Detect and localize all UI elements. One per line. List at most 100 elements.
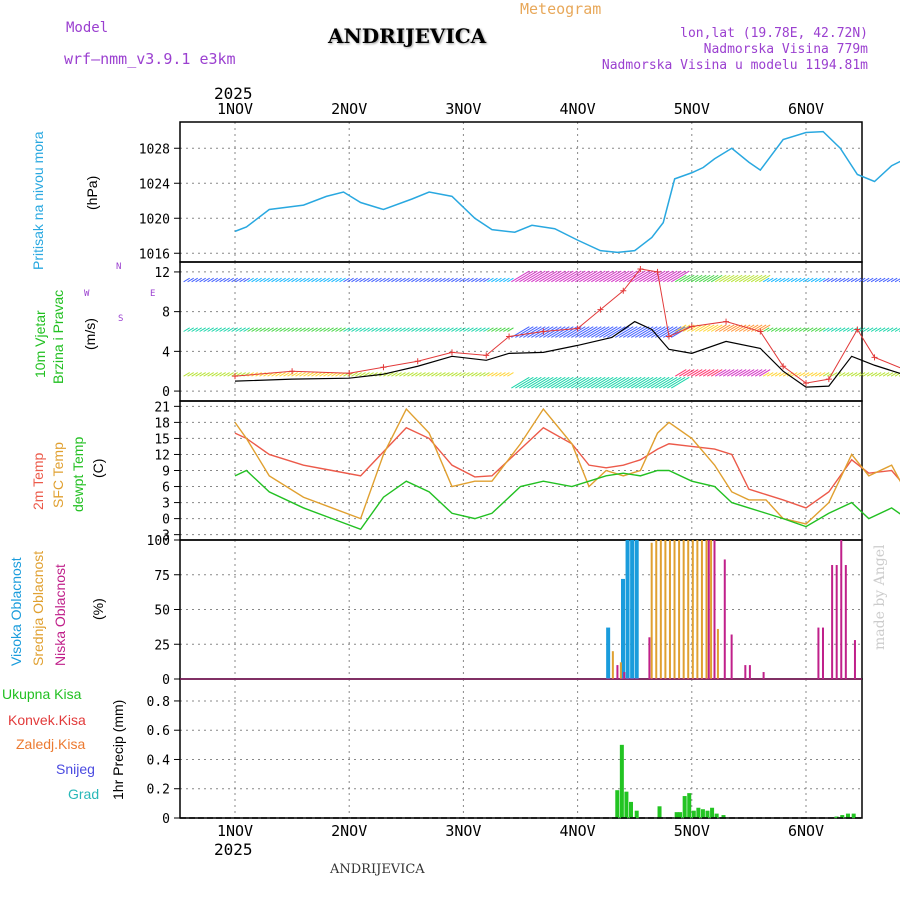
wind-barb <box>890 277 898 283</box>
wind-barb <box>459 372 466 377</box>
wind-barb <box>567 376 586 389</box>
wind-barb <box>770 327 778 332</box>
precip-bar <box>615 790 620 818</box>
wind-barb <box>263 277 270 283</box>
page-title: ANDRIJEVICA <box>328 24 487 48</box>
wind-barb <box>639 326 658 338</box>
gust-line <box>234 268 900 384</box>
wind-barb <box>694 324 707 332</box>
wind-barb <box>227 277 234 283</box>
wind-barb <box>543 270 562 283</box>
wind-barb <box>718 274 731 283</box>
wind-barb <box>211 277 218 283</box>
precip-bar <box>705 810 710 818</box>
wind-barb <box>794 327 802 332</box>
wind-barb <box>631 270 650 283</box>
wind-barb <box>647 376 666 389</box>
precip-label-4: Snijeg <box>56 761 95 777</box>
wind-barb <box>615 376 634 389</box>
wind-barb <box>327 327 334 332</box>
wind-barb <box>810 277 818 283</box>
wind-barb <box>383 277 390 283</box>
wind-barb <box>531 270 550 283</box>
wind-barb <box>435 277 442 283</box>
wind-barb <box>866 277 874 283</box>
wind-barb <box>854 372 862 377</box>
wind-barb <box>363 277 370 283</box>
cloud-bar <box>748 665 751 679</box>
wind-barb <box>519 376 538 389</box>
wind-barb <box>447 277 454 283</box>
precip-bar <box>714 813 719 818</box>
wind-barb <box>674 324 687 332</box>
wind-barb <box>587 326 606 338</box>
wind-barb <box>846 277 854 283</box>
precip-label-2: Konvek.Kisa <box>8 712 86 728</box>
wind-barb <box>191 277 198 283</box>
wind-barb <box>495 327 502 332</box>
wind-barb <box>706 324 719 332</box>
wind-barb <box>315 277 322 283</box>
wind-barb <box>571 270 590 283</box>
wind-barb <box>635 376 654 389</box>
y-tick-label: 75 <box>154 569 170 584</box>
wind-barb <box>722 369 735 377</box>
wind-barb <box>399 277 406 283</box>
wind-barb <box>647 270 666 283</box>
wind-barb <box>818 277 826 283</box>
wind-barb <box>850 277 858 283</box>
wind-barb <box>515 270 534 283</box>
wind-barb <box>515 376 534 389</box>
wind-barb <box>555 376 574 389</box>
wind-barb <box>423 277 430 283</box>
wind-barb <box>627 270 646 283</box>
wind-barb <box>199 372 206 377</box>
wind-barb <box>690 369 703 377</box>
wind-barb <box>527 270 546 283</box>
cloud-bar <box>707 540 710 679</box>
gust-marker <box>483 352 490 359</box>
wind-barb <box>866 372 874 377</box>
wind-barb <box>419 372 426 377</box>
wind-barb <box>427 372 434 377</box>
wind-barb <box>890 372 898 377</box>
wind-barb <box>447 372 454 377</box>
wind-barb <box>215 327 222 332</box>
precip-bar <box>682 796 687 818</box>
subtitle: Meteogram <box>520 0 602 18</box>
wind-barb <box>571 326 590 338</box>
wind-barb <box>850 372 858 377</box>
wind-barb <box>882 277 890 283</box>
wind-barb <box>874 277 882 283</box>
wind-barb <box>826 277 834 283</box>
wind-barb <box>439 372 446 377</box>
wind-barb <box>894 278 900 283</box>
wind-barb <box>710 274 723 283</box>
wind-barb <box>475 277 482 283</box>
wind-barb <box>854 277 862 283</box>
wind-barb <box>770 277 778 283</box>
y-tick-label: 0 <box>162 513 170 528</box>
wind-barb <box>491 277 498 283</box>
wind-barb <box>267 277 274 283</box>
cloud-bar <box>648 637 651 679</box>
wind-barb <box>227 327 234 332</box>
wind-barb <box>251 277 258 283</box>
wind-barb <box>718 369 731 377</box>
wind-barb <box>758 369 771 377</box>
wind-barb <box>738 369 751 377</box>
wind-barb <box>746 324 759 332</box>
wind-barb <box>303 372 310 377</box>
wind-barb <box>842 327 850 332</box>
wind-barb <box>407 372 414 377</box>
wind-barb <box>183 327 190 332</box>
wind-barb <box>223 277 230 283</box>
wind-barb <box>291 277 298 283</box>
wind-barb <box>203 327 210 332</box>
wind-barb <box>503 372 510 377</box>
wind-barb <box>315 327 322 332</box>
precip-bar <box>678 812 683 818</box>
wind-barb <box>391 327 398 332</box>
gust-marker <box>871 354 878 361</box>
wind-barb <box>786 327 794 332</box>
